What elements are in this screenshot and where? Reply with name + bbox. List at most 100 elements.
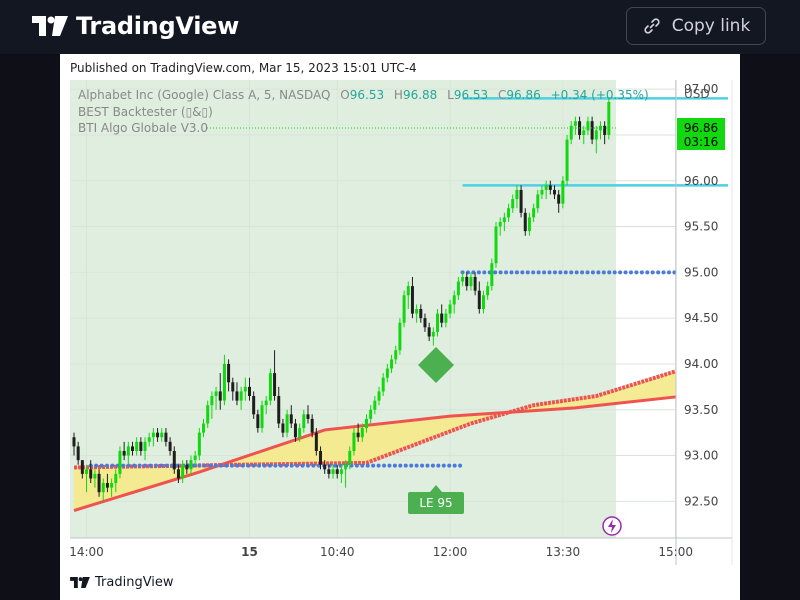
candle-body	[427, 327, 431, 337]
level-dot	[376, 463, 381, 468]
candle-body	[118, 450, 122, 474]
last-price: 96.86	[684, 121, 718, 135]
level-dot	[542, 270, 547, 275]
chart-card: Published on TradingView.com, Mar 15, 20…	[60, 54, 740, 600]
legend-indicator-backtester: BEST Backtester (▯&▯)	[78, 105, 213, 119]
candle-body	[176, 469, 180, 479]
level-lines	[462, 97, 728, 187]
level-dot	[132, 463, 137, 468]
dotted-levels	[88, 270, 677, 468]
flash-icon[interactable]	[602, 516, 622, 536]
candle-body	[339, 469, 343, 474]
candle-body	[561, 180, 565, 204]
candle-body	[436, 313, 440, 332]
candle-body	[594, 130, 598, 140]
level-dot	[409, 463, 414, 468]
footer-logo[interactable]: TradingView	[70, 575, 174, 590]
price-tick: 96.00	[684, 174, 718, 188]
candle-body	[135, 441, 139, 451]
price-chart[interactable]: LE 95 USD 97.0096.5096.0095.5095.0094.50…	[60, 54, 740, 600]
level-dot	[219, 463, 224, 468]
candle-body	[206, 405, 210, 424]
candle-body	[231, 382, 235, 392]
level-dot	[414, 463, 419, 468]
level-dot	[525, 270, 530, 275]
level-dot	[110, 463, 115, 468]
candle-body	[490, 263, 494, 287]
level-dot	[398, 463, 403, 468]
level-dot	[623, 270, 628, 275]
chart-future-space	[616, 80, 676, 538]
level-dot	[650, 270, 655, 275]
level-dot	[235, 463, 240, 468]
level-dot	[536, 270, 541, 275]
candle-body	[122, 450, 126, 456]
candle-body	[126, 446, 130, 456]
candle-body	[394, 350, 398, 360]
brand-logo[interactable]: TradingView	[32, 12, 239, 40]
candle-body	[461, 276, 465, 282]
level-dot	[645, 270, 650, 275]
candle-body	[222, 363, 226, 401]
level-dot	[569, 270, 574, 275]
candles	[72, 98, 611, 502]
level-dot	[202, 463, 207, 468]
candle-body	[314, 432, 318, 451]
level-dot	[208, 463, 213, 468]
level-dot	[240, 463, 245, 468]
level-dot	[458, 463, 463, 468]
candle-body	[364, 418, 368, 429]
candle-body	[85, 469, 89, 474]
candle-body	[323, 464, 327, 470]
level-dot	[246, 463, 251, 468]
candle-body	[97, 473, 101, 493]
candle-body	[76, 446, 80, 461]
band-upper-line	[73, 369, 677, 470]
level-dot	[656, 270, 661, 275]
candle-body	[519, 189, 523, 213]
candle-body	[210, 396, 214, 406]
candle-body	[239, 391, 243, 401]
level-dot	[430, 463, 435, 468]
candle-body	[352, 432, 356, 451]
level-dot	[471, 270, 476, 275]
level-dot	[284, 463, 289, 468]
signal-marker[interactable]: LE 95	[408, 485, 464, 514]
level-dot	[143, 463, 148, 468]
candle-body	[298, 428, 302, 438]
level-dot	[99, 463, 104, 468]
candle-body	[582, 130, 586, 135]
price-tick: 94.00	[684, 357, 718, 371]
candle-body	[456, 281, 460, 296]
level-dot	[403, 463, 408, 468]
candle-body	[72, 437, 76, 447]
candle-body	[452, 295, 456, 305]
candle-body	[523, 212, 527, 232]
candle-body	[114, 473, 118, 484]
candle-body	[277, 396, 281, 424]
level-dot	[493, 270, 498, 275]
copy-link-button[interactable]: Copy link	[626, 7, 766, 45]
candle-body	[360, 428, 364, 438]
level-dot	[504, 270, 509, 275]
candle-body	[243, 386, 247, 392]
candle-body	[348, 450, 352, 465]
candle-body	[390, 359, 394, 369]
top-bar: TradingView Copy link	[0, 0, 800, 54]
level-dot	[574, 270, 579, 275]
level-dot	[224, 463, 229, 468]
price-tick: 93.00	[684, 449, 718, 463]
candle-body	[477, 290, 481, 309]
legend-indicator-algo: BTI Algo Globale V3.0	[78, 121, 208, 135]
candle-body	[185, 464, 189, 470]
candle-body	[553, 189, 557, 195]
candle-body	[193, 455, 197, 461]
level-dot	[580, 270, 585, 275]
candle-body	[256, 414, 260, 429]
level-dot	[425, 463, 430, 468]
level-dot	[175, 463, 180, 468]
level-dot	[558, 270, 563, 275]
level-dot	[618, 270, 623, 275]
candle-body	[302, 414, 306, 429]
brand-name: TradingView	[76, 12, 239, 40]
